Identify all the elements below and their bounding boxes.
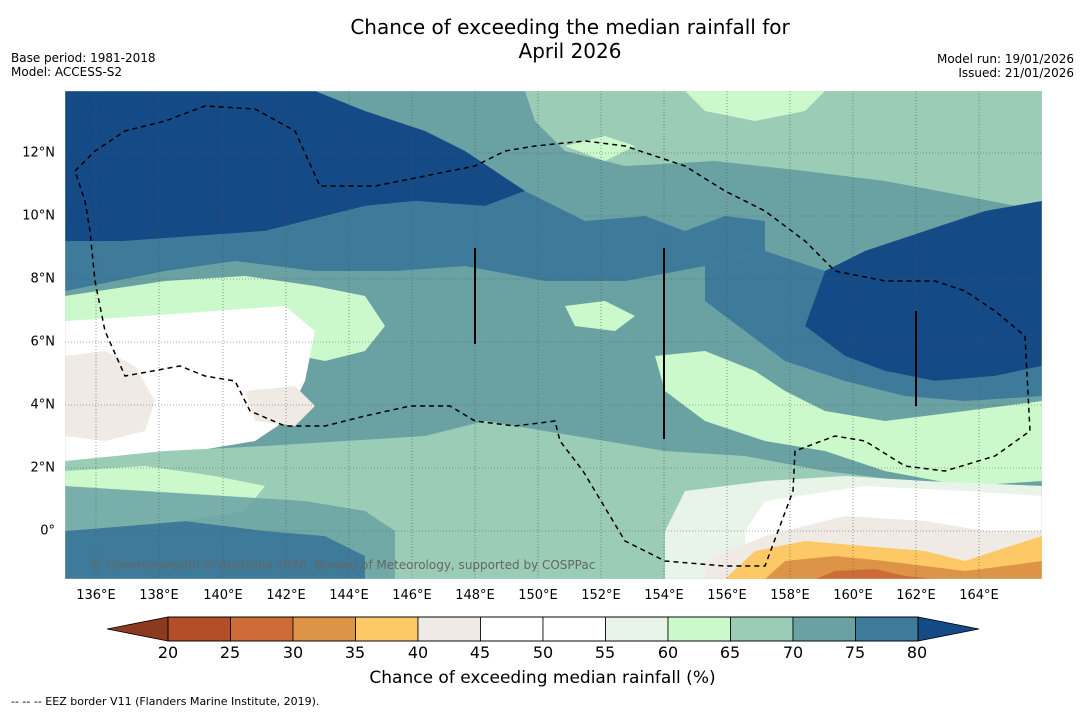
cb-tick-40: 40 xyxy=(407,643,429,662)
lat-label-6n: 6°N xyxy=(30,334,56,350)
lon-label-150e: 150°E xyxy=(518,588,558,603)
model-run-text: Model run: 19/01/2026 xyxy=(936,52,1074,66)
field-band-60-65-central xyxy=(655,351,1042,486)
issued-text: Issued: 21/01/2026 xyxy=(958,66,1074,80)
colorbar-cell-65-70 xyxy=(730,616,794,642)
lon-label-138e: 138°E xyxy=(139,588,179,603)
colorbar-cell-20-25 xyxy=(167,616,231,642)
field-band-70-75-southwest xyxy=(65,486,395,579)
colorbar-title: Chance of exceeding median rainfall (%) xyxy=(369,668,716,688)
field-patch-60-65-central-2 xyxy=(565,301,635,331)
colorbar-cell-55-60 xyxy=(605,616,669,642)
colorbar-cell-75-80 xyxy=(855,616,919,642)
colorbar-cell-30-35 xyxy=(292,616,356,642)
lon-label-164e: 164°E xyxy=(959,588,999,603)
field-band-75-80-northwest xyxy=(65,191,765,291)
lat-label-4n: 4°N xyxy=(30,397,56,413)
cb-tick-80: 80 xyxy=(906,643,928,662)
cb-tick-50: 50 xyxy=(532,643,554,662)
lon-label-156e: 156°E xyxy=(707,588,747,603)
rainfall-map: © Commonwealth of Australia 2026, Bureau… xyxy=(65,91,1042,579)
lat-label-8n: 8°N xyxy=(30,271,56,287)
lon-label-160e: 160°E xyxy=(833,588,873,603)
field-band-80-east xyxy=(805,201,1042,381)
field-band-40-45-west xyxy=(65,351,155,441)
cb-tick-75: 75 xyxy=(844,643,866,662)
lon-label-140e: 140°E xyxy=(203,588,243,603)
cb-tick-70: 70 xyxy=(782,643,804,662)
lat-label-10n: 10°N xyxy=(22,208,55,224)
cb-tick-35: 35 xyxy=(344,643,366,662)
colorbar-cell-35-40 xyxy=(355,616,419,642)
colorbar-cells xyxy=(167,616,919,642)
copyright-watermark: © Commonwealth of Australia 2026, Bureau… xyxy=(90,558,595,572)
cb-tick-55: 55 xyxy=(594,643,616,662)
base-period-text: Base period: 1981-2018 xyxy=(11,51,156,65)
cb-tick-45: 45 xyxy=(469,643,491,662)
lat-label-12n: 12°N xyxy=(22,145,55,161)
colorbar-over-arrow xyxy=(917,616,979,642)
colorbar-cell-60-65 xyxy=(667,616,731,642)
cb-tick-65: 65 xyxy=(719,643,741,662)
colorbar-cell-50-55 xyxy=(542,616,606,642)
colorbar-cell-25-30 xyxy=(230,616,294,642)
lon-label-154e: 154°E xyxy=(644,588,684,603)
eez-border xyxy=(74,105,1031,567)
colorbar-under-arrow xyxy=(107,616,169,642)
field-band-65-70-north xyxy=(525,91,1042,211)
field-band-80-northwest xyxy=(65,91,525,241)
field-band-60-65-north xyxy=(685,91,825,121)
lat-label-2n: 2°N xyxy=(30,460,56,476)
colorbar-cell-45-50 xyxy=(480,616,544,642)
lon-label-146e: 146°E xyxy=(392,588,432,603)
cb-tick-30: 30 xyxy=(282,643,304,662)
lon-label-144e: 144°E xyxy=(329,588,369,603)
field-band-75-80-southwest xyxy=(65,521,365,579)
graticule xyxy=(65,91,1042,579)
cb-tick-25: 25 xyxy=(219,643,241,662)
lon-label-142e: 142°E xyxy=(266,588,306,603)
chart-title-line-2: April 2026 xyxy=(518,39,622,63)
field-band-25-30-southeast xyxy=(815,569,935,579)
cb-tick-60: 60 xyxy=(657,643,679,662)
field-patch-60-65-north-2 xyxy=(565,136,635,161)
lat-label-0: 0° xyxy=(40,523,55,539)
lon-label-152e: 152°E xyxy=(581,588,621,603)
lon-label-162e: 162°E xyxy=(896,588,936,603)
lon-label-158e: 158°E xyxy=(770,588,810,603)
chart-title-line-1: Chance of exceeding the median rainfall … xyxy=(350,15,790,39)
cb-tick-20: 20 xyxy=(157,643,179,662)
meta-left: Base period: 1981-2018 Model: ACCESS-S2 xyxy=(11,51,156,79)
lon-label-136e: 136°E xyxy=(76,588,116,603)
lon-label-148e: 148°E xyxy=(455,588,495,603)
meta-right: Model run: 19/01/2026 Issued: 21/01/2026 xyxy=(937,52,1074,80)
colorbar xyxy=(107,616,979,642)
eez-footnote: -- -- -- EEZ border V11 (Flanders Marine… xyxy=(11,695,320,708)
colorbar-cell-70-75 xyxy=(792,616,856,642)
model-text: Model: ACCESS-S2 xyxy=(11,65,123,79)
colorbar-cell-40-45 xyxy=(417,616,481,642)
field-band-75-80-east xyxy=(705,251,1042,401)
